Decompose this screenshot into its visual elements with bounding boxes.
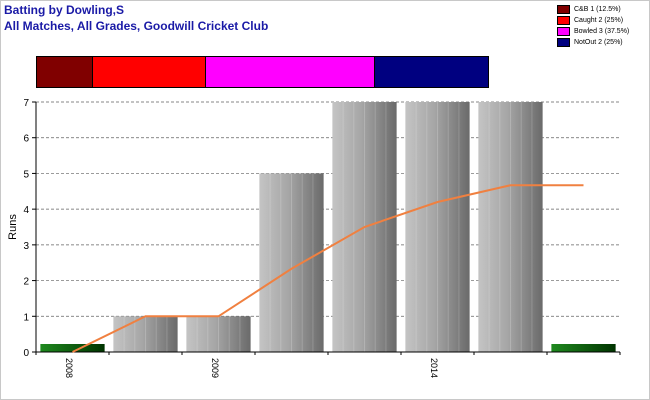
- axes: [32, 101, 621, 355]
- legend-swatch: [557, 37, 570, 47]
- y-tick-label: 6: [23, 134, 29, 145]
- runs-bar: [186, 316, 251, 352]
- chart-title: Batting by Dowling,S: [4, 3, 124, 17]
- axis-labels: 0 1 2 3 4 5 6 7 2008 2009 2014 Runs: [7, 98, 439, 378]
- y-tick-label: 7: [23, 98, 29, 109]
- dismissal-segment-bowled: [206, 57, 376, 87]
- legend: C&B 1 (12.5%) Caught 2 (25%) Bowled 3 (37.…: [557, 4, 649, 48]
- dismissal-breakdown-bar: [36, 56, 489, 88]
- dismissal-segment-cb: [37, 57, 94, 87]
- y-tick-label: 2: [23, 277, 29, 288]
- y-tick-label: 4: [23, 205, 29, 216]
- legend-item: Caught 2 (25%): [557, 15, 649, 25]
- legend-item: NotOut 2 (25%): [557, 37, 649, 47]
- dismissal-segment-caught: [93, 57, 207, 87]
- average-line-path: [72, 184, 584, 353]
- legend-label: Caught 2 (25%): [574, 16, 624, 24]
- dismissal-segment-notout: [375, 57, 488, 87]
- runs-bar: [478, 102, 543, 352]
- runs-bar: [405, 102, 470, 352]
- y-tick-label: 1: [23, 312, 29, 323]
- legend-label: C&B 1 (12.5%): [574, 5, 621, 13]
- legend-swatch: [557, 15, 570, 25]
- legend-swatch: [557, 26, 570, 36]
- legend-item: C&B 1 (12.5%): [557, 4, 649, 14]
- y-tick-label: 3: [23, 241, 29, 252]
- x-tick-label: 2008: [64, 358, 74, 378]
- not-out-bar: [551, 344, 616, 352]
- x-tick-label: 2009: [210, 358, 220, 378]
- runs-bar: [113, 316, 178, 352]
- y-tick-label: 5: [23, 169, 29, 180]
- chart-subtitle: All Matches, All Grades, Goodwill Cricke…: [4, 19, 269, 33]
- bars: [40, 102, 616, 352]
- x-tick-label: 2014: [429, 358, 439, 378]
- legend-label: Bowled 3 (37.5%): [574, 27, 630, 35]
- runs-bar: [259, 173, 324, 352]
- legend-label: NotOut 2 (25%): [574, 38, 623, 46]
- legend-swatch: [557, 4, 570, 14]
- y-tick-label: 0: [23, 348, 29, 359]
- not-out-bar: [40, 344, 105, 352]
- legend-item: Bowled 3 (37.5%): [557, 26, 649, 36]
- average-line: [72, 184, 584, 353]
- y-axis-label: Runs: [7, 214, 19, 240]
